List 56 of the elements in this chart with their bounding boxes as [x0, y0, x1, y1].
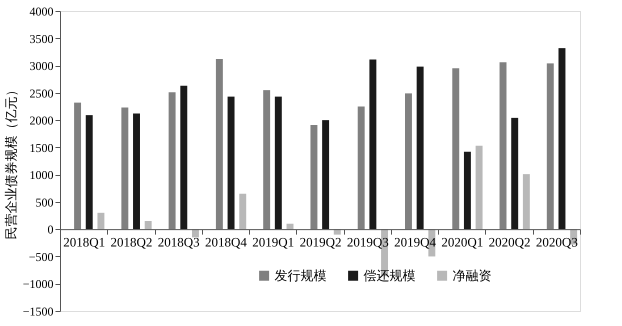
bar: [522, 174, 530, 230]
x-tick-label: 2019Q4: [394, 234, 436, 250]
bar: [358, 106, 365, 230]
bar: [133, 114, 140, 230]
bar: [168, 92, 176, 230]
y-tick-label: −1000: [22, 277, 54, 292]
bar: [180, 86, 188, 230]
y-tick-label: 2000: [30, 114, 54, 128]
x-tick-label: 2019Q2: [300, 234, 342, 250]
bar: [452, 68, 460, 230]
x-tick-label: 2018Q4: [205, 234, 248, 250]
bar: [97, 212, 104, 230]
bar: [216, 59, 223, 230]
bar: [86, 115, 93, 230]
x-tick-label: 2020Q3: [536, 234, 578, 250]
bar: [500, 62, 506, 230]
bar: [263, 90, 270, 230]
y-axis-title: 民营企业债券规模（亿元）: [4, 84, 19, 240]
y-tick-label: 0: [48, 222, 54, 237]
bar: [239, 194, 246, 230]
bar: [144, 221, 152, 230]
bar: [405, 93, 412, 230]
x-tick-label: 2020Q1: [441, 234, 484, 250]
legend-label: 发行规模: [274, 268, 327, 283]
bar: [369, 60, 376, 230]
bar: [476, 146, 483, 230]
bar: [558, 48, 566, 230]
bar: [228, 96, 235, 230]
y-tick-label: 500: [36, 195, 54, 210]
bar: [416, 66, 424, 230]
bar: [322, 120, 330, 230]
y-tick-label: 3500: [30, 32, 54, 46]
y-tick-label: 3000: [30, 59, 54, 74]
y-tick-label: 2500: [30, 86, 54, 100]
legend-label: 净融资: [452, 268, 492, 283]
bar: [192, 229, 199, 238]
bar: [286, 224, 294, 230]
y-tick-label: −500: [28, 250, 54, 264]
bar: [511, 118, 518, 230]
legend-label: 偿还规模: [364, 268, 416, 283]
bar: [546, 63, 554, 230]
y-tick-label: −1500: [22, 304, 54, 318]
x-tick-label: 2018Q1: [63, 234, 106, 250]
y-tick-label: 1000: [30, 168, 54, 182]
y-tick-label: 4000: [30, 4, 54, 18]
x-tick-label: 2019Q1: [252, 234, 294, 250]
bar: [310, 125, 318, 230]
bar: [274, 96, 282, 230]
x-tick-label: 2018Q3: [158, 234, 200, 250]
y-tick-label: 1500: [30, 140, 54, 155]
x-tick-label: 2019Q3: [346, 234, 389, 250]
bar: [464, 152, 471, 230]
bar: [74, 102, 82, 230]
x-tick-label: 2018Q2: [110, 234, 152, 250]
bar: [121, 108, 128, 230]
x-tick-label: 2020Q2: [488, 234, 531, 250]
